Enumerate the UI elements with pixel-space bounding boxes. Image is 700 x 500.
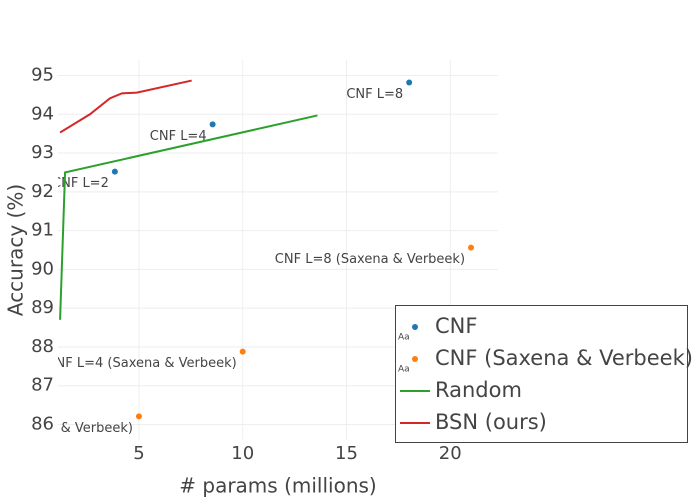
legend-box bbox=[395, 305, 688, 443]
point-label: CNF L=4 bbox=[150, 129, 207, 144]
line-series bbox=[59, 79, 192, 134]
y-tick-label: 92 bbox=[31, 181, 54, 202]
point-label: CNF L=8 bbox=[346, 87, 403, 102]
legend-label: CNF (Saxena & Verbeek) bbox=[435, 346, 693, 370]
x-axis-title: # params (millions) bbox=[179, 474, 376, 498]
x-tick-label: 15 bbox=[335, 443, 358, 464]
legend-text-icon: Aa bbox=[398, 365, 410, 375]
point bbox=[239, 348, 246, 355]
legend-text-icon: Aa bbox=[398, 333, 410, 343]
legend-marker bbox=[412, 324, 418, 330]
point-label: CNF L=8 (Saxena & Verbeek) bbox=[275, 252, 465, 267]
point-label: CNF L=4 (Saxena & Verbeek) bbox=[46, 356, 236, 371]
point-label: CNF L=2 (Saxena & Verbeek) bbox=[0, 421, 133, 436]
y-tick-label: 95 bbox=[31, 65, 54, 86]
y-axis-title: Accuracy (%) bbox=[4, 184, 28, 316]
y-tick-label: 91 bbox=[31, 220, 54, 241]
y-tick-label: 94 bbox=[31, 103, 54, 124]
point bbox=[135, 413, 142, 420]
legend-label: BSN (ours) bbox=[435, 410, 547, 434]
point-label: CNF L=2 bbox=[52, 176, 109, 191]
y-tick-label: 87 bbox=[31, 375, 54, 396]
point bbox=[111, 168, 118, 175]
point bbox=[406, 79, 413, 86]
y-tick-label: 86 bbox=[31, 413, 54, 434]
plot-area: CNF L=2 CNF L=4 CNF L=8 CNF L=8 (Saxena & V… bbox=[0, 79, 475, 436]
y-tick-label: 90 bbox=[31, 258, 54, 279]
point bbox=[468, 244, 475, 251]
x-tick-label: 5 bbox=[133, 443, 144, 464]
legend: Aa CNF Aa CNF (Saxena & Verbeek) Random BSN (… bbox=[395, 305, 693, 443]
axes: 5 10 15 20 86 87 88 89 90 91 92 93 94 95 bbox=[31, 65, 462, 464]
y-tick-label: 89 bbox=[31, 297, 54, 318]
y-tick-label: 88 bbox=[31, 336, 54, 357]
point bbox=[209, 121, 216, 128]
x-tick-label: 20 bbox=[439, 443, 462, 464]
legend-label: CNF bbox=[435, 314, 477, 338]
x-tick-label: 10 bbox=[231, 443, 254, 464]
line-series bbox=[59, 114, 318, 320]
grid bbox=[58, 60, 498, 440]
y-tick-label: 93 bbox=[31, 142, 54, 163]
legend-marker bbox=[412, 356, 418, 362]
legend-label: Random bbox=[435, 378, 522, 402]
